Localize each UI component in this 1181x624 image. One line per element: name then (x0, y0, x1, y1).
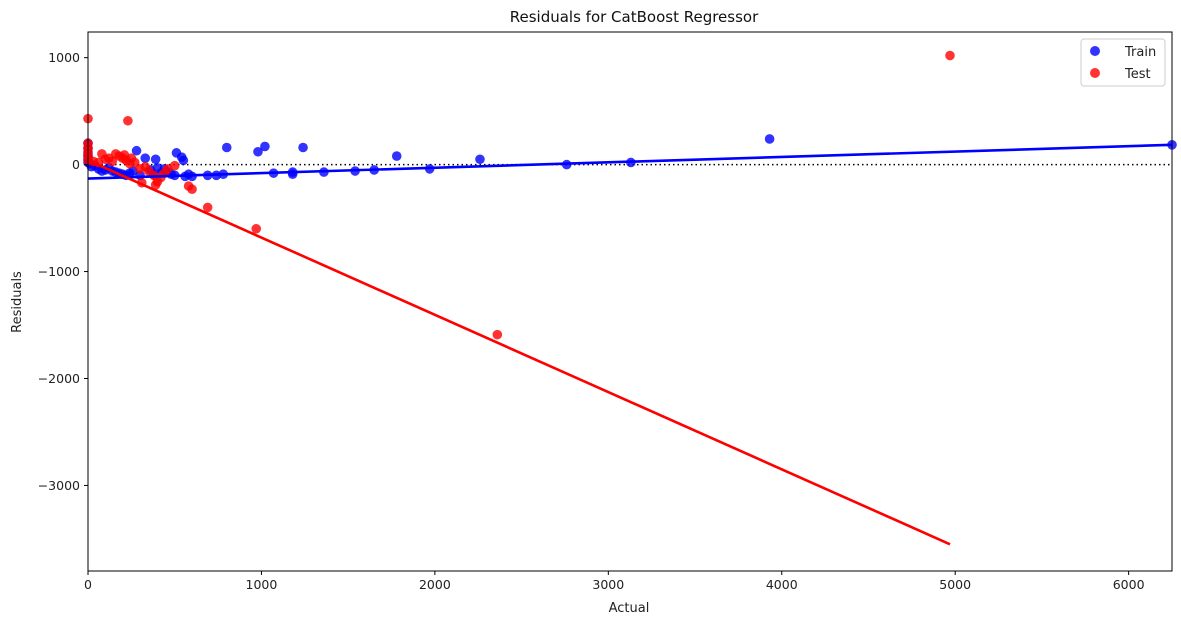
data-point-test-17 (123, 115, 133, 126)
legend: Train Test (1080, 38, 1166, 87)
data-point-train-42 (253, 146, 263, 157)
data-point-test-20 (130, 157, 140, 168)
series-test (83, 50, 955, 340)
x-tick-label: 0 (84, 577, 92, 592)
x-tick-label: 1000 (246, 577, 278, 592)
data-point-train-41 (221, 142, 232, 153)
plot-area (83, 31, 1177, 572)
y-tick-label: −1000 (38, 264, 80, 279)
data-point-test-11 (107, 156, 118, 167)
data-point-test-37 (945, 50, 955, 61)
x-tick-label: 5000 (939, 577, 971, 592)
data-point-train-51 (391, 151, 402, 161)
trend-line-train (87, 143, 1173, 180)
y-axis-label: Residuals (10, 271, 25, 333)
plot-frame (87, 31, 1173, 572)
x-tick-label: 4000 (766, 577, 798, 592)
x-tick-label: 6000 (1113, 577, 1145, 592)
x-tick-label: 3000 (592, 577, 624, 592)
data-point-test-33 (187, 184, 197, 195)
y-tick-label: −3000 (38, 478, 80, 493)
y-tick-label: 1000 (48, 50, 80, 65)
data-point-train-20 (131, 145, 142, 156)
data-point-train-53 (475, 154, 485, 165)
y-tick-label: −2000 (38, 371, 80, 386)
y-axis-ticks: −3000 −2000 −1000 0 1000 (38, 50, 88, 493)
data-point-train-43 (260, 141, 270, 152)
data-point-train-25 (150, 154, 161, 165)
legend-marker-train (1090, 46, 1100, 56)
y-tick-label: 0 (72, 157, 80, 172)
data-point-train-34 (178, 155, 189, 166)
data-point-train-22 (140, 153, 151, 163)
legend-marker-test (1090, 68, 1100, 78)
data-point-train-47 (298, 142, 308, 153)
data-point-test-36 (492, 329, 503, 340)
data-point-test-31 (169, 160, 180, 171)
chart-title: Residuals for CatBoost Regressor (510, 8, 759, 26)
x-axis-ticks: 0 1000 2000 3000 4000 5000 6000 (84, 571, 1145, 592)
x-axis-label: Actual (609, 601, 650, 616)
data-point-test-35 (251, 223, 262, 234)
legend-box (1080, 38, 1166, 87)
legend-label-train: Train (1124, 45, 1156, 60)
data-point-train-56 (764, 134, 775, 144)
x-tick-label: 2000 (419, 577, 451, 592)
data-point-test-34 (202, 202, 213, 213)
legend-label-test: Test (1124, 67, 1151, 82)
trend-line-test (87, 159, 951, 546)
